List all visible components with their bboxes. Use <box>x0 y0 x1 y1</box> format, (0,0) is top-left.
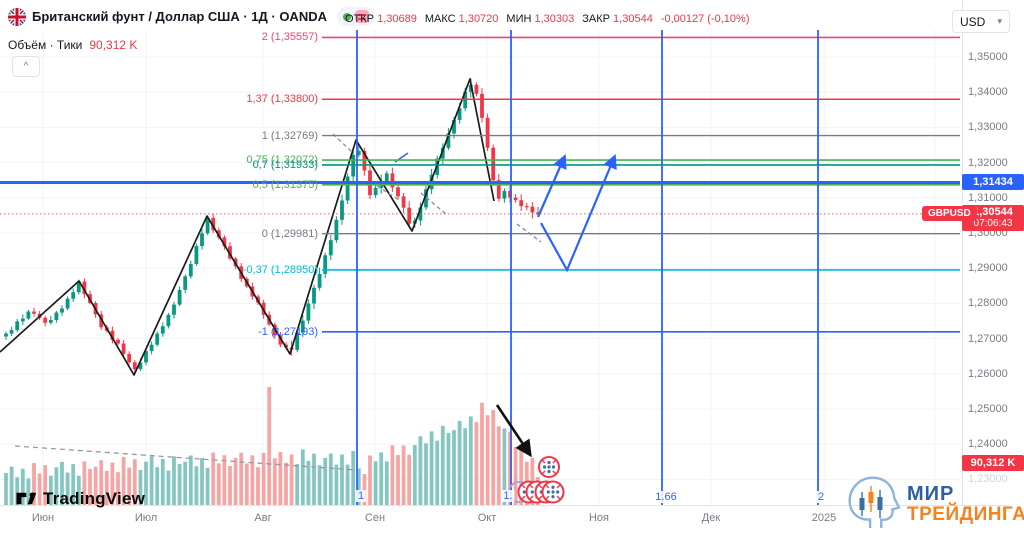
currency-selector-value: USD <box>960 14 986 29</box>
price-tick: 1,23000 <box>968 473 1008 486</box>
fib-level-label[interactable]: 1 (1,32769) <box>261 129 318 142</box>
price-tick: 1,24000 <box>968 438 1008 451</box>
ohlc-values-row: ОТКР 1,30689 МАКС 1,30720 МИН 1,30303 ЗАКР … <box>345 13 750 25</box>
price-tick: 1,34000 <box>968 86 1008 99</box>
time-axis-month: Июн <box>31 512 55 524</box>
tradingview-label: TradingView <box>43 488 146 508</box>
time-axis-month: 2025 <box>811 512 837 524</box>
fib-level-label[interactable]: 0 (1,29981) <box>261 227 318 240</box>
ohlc-item: ЗАКР 1,30544 <box>582 13 653 25</box>
symbol-price-label: GBPUSD <box>922 205 977 221</box>
fib-level-label[interactable]: 2 (1,35557) <box>261 31 318 44</box>
price-tick: 1,26000 <box>968 367 1008 380</box>
chevron-down-icon: ▾ <box>997 16 1002 26</box>
time-axis-divider[interactable] <box>0 505 1010 506</box>
price-tick: 1,28000 <box>968 297 1008 310</box>
fib-lines-layer <box>322 36 960 333</box>
volume-layer <box>4 387 540 505</box>
fib-timezone-label: 1. <box>501 490 515 502</box>
price-tick: 1,27000 <box>968 332 1008 345</box>
ohlc-item: ОТКР 1,30689 <box>345 13 417 25</box>
volume-axis-badge: 90,312 K <box>962 455 1024 471</box>
gbp-flag-icon <box>8 7 26 26</box>
chevron-up-icon: ^ <box>23 61 29 72</box>
time-axis-month: Дек <box>701 512 721 524</box>
price-tick: 1,31000 <box>968 191 1008 204</box>
sticker-emojis[interactable] <box>508 456 565 504</box>
volume-legend-label: Объём · Тики <box>8 38 83 52</box>
currency-selector[interactable]: USD ▾ <box>952 10 1010 33</box>
mir-logo-line1: МИР <box>907 482 955 505</box>
grid-layer <box>0 30 960 505</box>
tradingview-icon <box>16 492 37 505</box>
price-tick: 1,35000 <box>968 51 1008 63</box>
fib-timezone-label: 1.66 <box>653 491 679 503</box>
fib-level-label[interactable]: -0,37 (1,28950) <box>242 263 318 276</box>
market-status-pill[interactable] <box>336 7 375 26</box>
symbol-legend[interactable]: Британский фунт / Доллар США · 1Д · OAND… <box>8 7 375 26</box>
time-axis-month: Окт <box>477 512 497 524</box>
fib-level-label[interactable]: 0,7 (1,31933) <box>252 158 318 171</box>
tradingview-logo[interactable]: TradingView <box>14 487 145 510</box>
fib-level-label[interactable]: 0,75 (1,32072) <box>246 154 318 167</box>
last-price-value: 1,30544 <box>973 205 1013 218</box>
fib-level-label[interactable]: 1,37 (1,33800) <box>246 93 318 106</box>
fib-timezone-label: 2 <box>815 491 827 503</box>
volume-legend[interactable]: Объём · Тики 90,312 K <box>8 38 137 52</box>
mir-logo-line2: ТРЕЙДИНГА <box>907 503 1024 525</box>
symbol-title[interactable]: Британский фунт / Доллар США · 1Д · OAND… <box>32 9 327 24</box>
fib-timezone-label: 1 <box>355 490 367 502</box>
fib-level-label[interactable]: -1 (1,27193) <box>258 325 318 338</box>
pane-collapse-button[interactable]: ^ <box>12 56 40 77</box>
fib-level-label[interactable]: 0,5 (1,31375) <box>252 178 318 191</box>
ohlc-item: МАКС 1,30720 <box>424 13 499 25</box>
volume-legend-value: 90,312 K <box>89 38 138 52</box>
price-tick: 1,33000 <box>968 121 1008 134</box>
time-axis-month: Авг <box>254 512 272 524</box>
price-axis-divider[interactable] <box>962 0 963 505</box>
price-tick: 1,32000 <box>968 156 1008 169</box>
zigzag-drawing <box>0 78 495 376</box>
trader-head-icon <box>848 476 901 528</box>
price-tick: 1,29000 <box>968 262 1008 275</box>
time-axis-month: Сен <box>364 512 386 524</box>
volume-trendline <box>14 445 357 471</box>
price-tick: 1,25000 <box>968 403 1008 415</box>
price-line-badge: 1,31434 <box>962 173 1024 190</box>
market-open-icon <box>342 12 351 21</box>
time-axis-month: Ноя <box>588 512 610 524</box>
vertical-lines-layer <box>356 30 819 505</box>
mir-trading-logo: МИР ТРЕЙДИНГА <box>845 474 1024 534</box>
projection-arrows <box>536 154 617 273</box>
ohlc-item: МИН 1,30303 <box>506 13 575 25</box>
time-axis-month: Июл <box>134 512 158 524</box>
bar-countdown: 07:06:43 <box>973 217 1013 229</box>
notification-icon <box>354 10 369 23</box>
volume-arrow <box>495 404 532 458</box>
change-value: -0,00127 (-0,10%) <box>660 13 750 25</box>
